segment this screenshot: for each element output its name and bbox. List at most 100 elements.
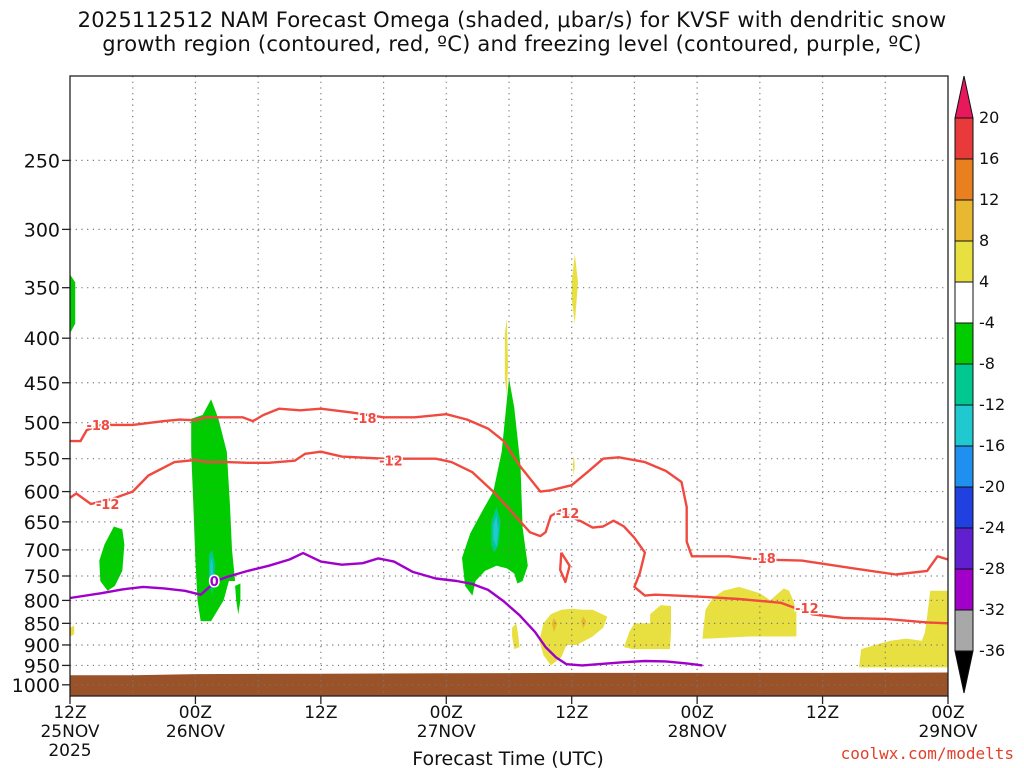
x-axis-label: Forecast Time (UTC)	[412, 748, 603, 768]
x-tick-label-60-1: 00Z	[681, 703, 714, 723]
contour-label-1-0: -12	[96, 498, 120, 513]
contour-label-0-1: -18	[353, 412, 377, 427]
colorbar-label-8: -16	[979, 436, 1005, 455]
colorbar-swatch-12	[954, 609, 974, 652]
colorbar-label-10: -24	[979, 518, 1005, 537]
colorbar-label-0: 20	[979, 108, 999, 127]
y-tick-label-400: 400	[24, 328, 60, 350]
colorbar-swatch-1	[954, 158, 974, 201]
colorbar-swatch-7	[954, 404, 974, 447]
x-tick-label-0-2: 25NOV	[40, 722, 99, 742]
colorbar-label-11: -28	[979, 559, 1005, 578]
omega-region-12	[572, 455, 575, 476]
x-tick-label-12-2: 26NOV	[166, 722, 225, 742]
y-tick-label-550: 550	[24, 449, 60, 471]
x-tick-label-84-2: 29NOV	[918, 722, 977, 742]
colorbar-label-9: -20	[979, 477, 1005, 496]
x-tick-label-36-2: 27NOV	[417, 722, 476, 742]
omega-region-3	[235, 583, 241, 615]
x-tick-label-60-2: 28NOV	[668, 722, 727, 742]
contour-label-1-1: -12	[379, 455, 403, 470]
y-tick-label-900: 900	[24, 635, 60, 657]
dgz-contour-2	[559, 551, 571, 584]
colorbar-swatch-3	[954, 240, 974, 283]
grid-layer	[70, 76, 948, 696]
x-tick-label-12-1: 00Z	[179, 703, 212, 723]
contour-layer: -18 -18 -18 -12 -12 -12 -12 0	[69, 407, 949, 667]
colorbar-arrow-bottom	[954, 650, 974, 694]
y-tick-label-600: 600	[24, 482, 60, 504]
colorbar-arrow-top	[954, 75, 974, 119]
y-tick-label-950: 950	[24, 655, 60, 677]
omega-region-2	[191, 399, 236, 622]
plot-frame	[69, 75, 949, 697]
y-tick-label-350: 350	[24, 278, 60, 300]
chart-title-line-1: 2025112512 NAM Forecast Omega (shaded, μ…	[77, 8, 947, 32]
x-tick-label-0-1: 12Z	[53, 703, 86, 723]
contour-label-0-0: -18	[86, 419, 110, 434]
y-tick-label-250: 250	[24, 150, 60, 172]
colorbar-label-1: 16	[979, 149, 999, 168]
omega-shading-layer	[70, 253, 948, 668]
contour-label-1-3: -12	[795, 602, 819, 617]
plot-border	[69, 75, 949, 697]
colorbar-swatch-2	[954, 199, 974, 242]
contour-label-1-2: -12	[556, 507, 580, 522]
omega-region-14	[539, 608, 608, 666]
omega-region-4	[462, 378, 528, 596]
y-tick-label-500: 500	[24, 413, 60, 435]
y-axis: 2503003504004505005506006507007508008509…	[12, 150, 70, 697]
omega-region-6	[493, 516, 499, 548]
omega-region-11	[571, 253, 578, 324]
colorbar-swatch-6	[954, 363, 974, 406]
chart-title-line-2: growth region (contoured, red, ºC) and f…	[102, 32, 922, 56]
colorbar-swatch-4	[954, 281, 974, 324]
x-tick-label-24-1: 12Z	[304, 703, 337, 723]
contour-label-0-2: -18	[752, 552, 776, 567]
omega-region-17	[624, 605, 671, 650]
colorbar-label-4: 4	[979, 272, 989, 291]
y-tick-label-700: 700	[24, 540, 60, 562]
colorbar-swatch-0	[954, 117, 974, 160]
colorbar-label-5: -4	[979, 313, 995, 332]
x-tick-label-36-1: 00Z	[430, 703, 463, 723]
site-credit: coolwx.com/modelts	[840, 744, 1014, 763]
y-tick-label-850: 850	[24, 613, 60, 635]
y-tick-label-1000: 1000	[12, 675, 60, 697]
colorbar-swatch-10	[954, 527, 974, 570]
colorbar-label-7: -12	[979, 395, 1005, 414]
omega-region-15	[551, 618, 558, 633]
omega-region-1	[99, 526, 125, 591]
dgz-contour-1	[69, 450, 949, 625]
omega-region-19	[859, 590, 948, 668]
colorbar-label-2: 12	[979, 190, 999, 209]
omega-region-16	[581, 616, 587, 629]
x-tick-label-0-3: 2025	[48, 741, 91, 761]
omega-region-18	[702, 586, 797, 639]
omega-region-9	[70, 625, 75, 637]
y-tick-label-650: 650	[24, 512, 60, 534]
colorbar-swatch-11	[954, 568, 974, 611]
x-tick-label-48-1: 12Z	[555, 703, 588, 723]
colorbar-label-3: 8	[979, 231, 989, 250]
omega-region-13	[512, 623, 520, 650]
colorbar-swatch-5	[954, 322, 974, 365]
omega-region-8	[210, 557, 214, 586]
x-tick-label-72-1: 12Z	[806, 703, 839, 723]
colorbar-label-13: -36	[979, 641, 1005, 660]
colorbar-legend: 20 16 12 8 4 -4 -8 -12 -16 -20 -24 -28 -32 -36	[954, 75, 1005, 694]
colorbar-swatch-8	[954, 445, 974, 488]
y-tick-label-800: 800	[24, 590, 60, 612]
contour-label-3-0: 0	[210, 575, 219, 590]
dgz-contour-0	[70, 407, 949, 576]
y-tick-label-750: 750	[24, 566, 60, 588]
colorbar-label-12: -32	[979, 600, 1005, 619]
omega-region-0	[70, 274, 76, 334]
freezing-level-contour-3	[69, 551, 703, 667]
x-tick-label-84-1: 00Z	[931, 703, 964, 723]
colorbar-label-6: -8	[979, 354, 995, 373]
y-tick-label-450: 450	[24, 373, 60, 395]
y-tick-label-300: 300	[24, 219, 60, 241]
